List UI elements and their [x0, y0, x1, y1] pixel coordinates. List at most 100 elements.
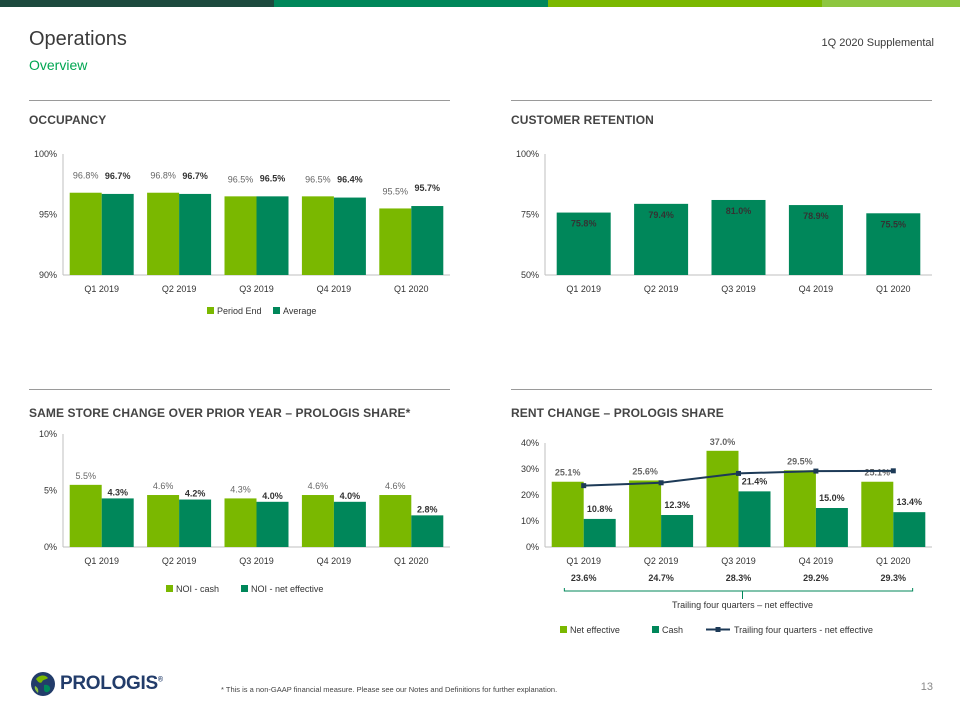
retention-y-tick-label: 100% — [516, 149, 539, 159]
rent_change-bracket-label: Trailing four quarters – net effective — [672, 600, 813, 610]
occupancy-bar — [256, 196, 289, 275]
footnote: * This is a non-GAAP financial measure. … — [221, 685, 558, 694]
rent_change-y-tick-label: 10% — [521, 516, 539, 526]
retention-y-tick-label: 75% — [521, 210, 539, 220]
same_store-data-label: 4.6% — [385, 481, 406, 491]
occupancy-bar — [379, 208, 412, 275]
occupancy-bar — [411, 206, 444, 275]
same_store-y-tick-label: 5% — [44, 486, 57, 496]
occupancy-x-tick-label: Q3 2019 — [239, 284, 274, 294]
rent_change-trailing-label: 24.7% — [648, 573, 674, 583]
rent_change-legend-label: Net effective — [570, 625, 620, 635]
rent_change-bar — [706, 450, 739, 547]
same_store-y-tick-label: 10% — [39, 429, 57, 439]
globe-icon — [31, 672, 55, 696]
rent_change-bar — [738, 491, 771, 547]
retention-data-label: 81.0% — [726, 206, 752, 216]
divider-bottom-right — [511, 389, 932, 390]
occupancy-bar — [179, 193, 212, 275]
occupancy-legend-label: Period End — [217, 306, 262, 316]
occupancy-legend-swatch — [207, 307, 214, 314]
occupancy-data-label: 95.7% — [415, 183, 441, 193]
retention-data-label: 79.4% — [648, 210, 674, 220]
rent_change-y-tick-label: 40% — [521, 438, 539, 448]
rent_change-data-label: 29.5% — [787, 456, 813, 466]
rent_change-bar — [629, 480, 662, 547]
rent_change-data-label: 10.8% — [587, 504, 613, 514]
retention-y-tick-label: 50% — [521, 270, 539, 280]
occupancy-y-tick-label: 95% — [39, 210, 57, 220]
same_store-data-label: 2.8% — [417, 504, 438, 514]
same_store-bar — [69, 484, 102, 547]
same_store-bar — [379, 495, 412, 547]
same_store-legend-swatch — [241, 585, 248, 592]
occupancy-bar — [101, 193, 134, 275]
retention-bar — [866, 213, 921, 275]
rent_change-trailing-point — [813, 468, 819, 474]
rent_change-y-tick-label: 0% — [526, 542, 539, 552]
top-bar-segment-2 — [274, 0, 548, 7]
same_store-bar — [333, 501, 366, 547]
top-color-bar — [0, 0, 960, 7]
occupancy-bar — [301, 196, 334, 275]
same_store-data-label: 4.0% — [262, 491, 283, 501]
rent_change-data-label: 25.6% — [632, 466, 658, 476]
occupancy-bar — [333, 197, 366, 275]
retention-bar — [788, 205, 843, 275]
rent_change-data-label: 12.3% — [664, 500, 690, 510]
rent_change-trailing-label: 28.3% — [726, 573, 752, 583]
occupancy-bar — [147, 192, 180, 275]
logo-text: PROLOGIS — [60, 673, 158, 694]
retention-data-label: 75.5% — [881, 219, 907, 229]
rent_change-data-label: 25.1% — [865, 468, 891, 478]
same_store-legend-label: NOI - net effective — [251, 584, 323, 594]
rent_change-trailing-point — [736, 470, 741, 476]
prologis-logo: PROLOGIS® — [30, 670, 163, 698]
rent_change-trailing-label: 29.3% — [881, 573, 907, 583]
occupancy-data-label: 96.8% — [150, 171, 176, 181]
occupancy-x-tick-label: Q1 2019 — [84, 284, 119, 294]
rent_change-bracket — [563, 588, 914, 592]
same_store-data-label: 4.6% — [308, 481, 329, 491]
divider-top-left — [29, 100, 450, 101]
page-subtitle: Overview — [29, 57, 88, 73]
occupancy-x-tick-label: Q1 2020 — [394, 284, 429, 294]
same_store-bar — [301, 495, 334, 547]
retention-heading: CUSTOMER RETENTION — [511, 113, 654, 127]
same_store-legend-swatch — [166, 585, 173, 592]
rent_change-bar — [583, 518, 616, 547]
rent_change-data-label: 25.1% — [555, 468, 581, 478]
rent_change-x-tick-label: Q1 2019 — [566, 556, 601, 566]
rent_change-bar — [783, 470, 816, 547]
top-bar-segment-1 — [0, 0, 274, 7]
same_store-data-label: 4.3% — [230, 484, 251, 494]
page-title: Operations — [29, 28, 127, 50]
divider-bottom-left — [29, 389, 450, 390]
occupancy-data-label: 95.5% — [383, 186, 409, 196]
retention-bar — [556, 212, 611, 275]
rent_change-legend-label: Cash — [662, 625, 683, 635]
rent_change-y-tick-label: 30% — [521, 464, 539, 474]
same_store-bar — [147, 495, 180, 547]
rent_change-legend-swatch — [652, 626, 659, 633]
same_store-bar — [179, 499, 212, 547]
page-number: 13 — [920, 681, 933, 693]
rent_change-bar — [893, 512, 926, 547]
top-bar-segment-4 — [822, 0, 960, 7]
occupancy-y-tick-label: 90% — [39, 270, 57, 280]
same_store-bar — [411, 515, 444, 547]
same_store-bar — [101, 498, 134, 547]
rent_change-data-label: 21.4% — [742, 476, 768, 486]
rent_change-trailing-point — [658, 480, 664, 486]
retention-x-tick-label: Q3 2019 — [721, 284, 756, 294]
top-bar-segment-3 — [548, 0, 822, 7]
rent_change-legend-label: Trailing four quarters - net effective — [734, 625, 873, 635]
rent_change-trailing-label: 23.6% — [571, 573, 597, 583]
retention-x-tick-label: Q2 2019 — [644, 284, 679, 294]
occupancy-data-label: 96.5% — [228, 174, 254, 184]
retention-data-label: 78.9% — [803, 211, 829, 221]
same_store-data-label: 4.6% — [153, 481, 174, 491]
same_store-data-label: 4.0% — [340, 491, 361, 501]
occupancy-x-tick-label: Q2 2019 — [162, 284, 197, 294]
